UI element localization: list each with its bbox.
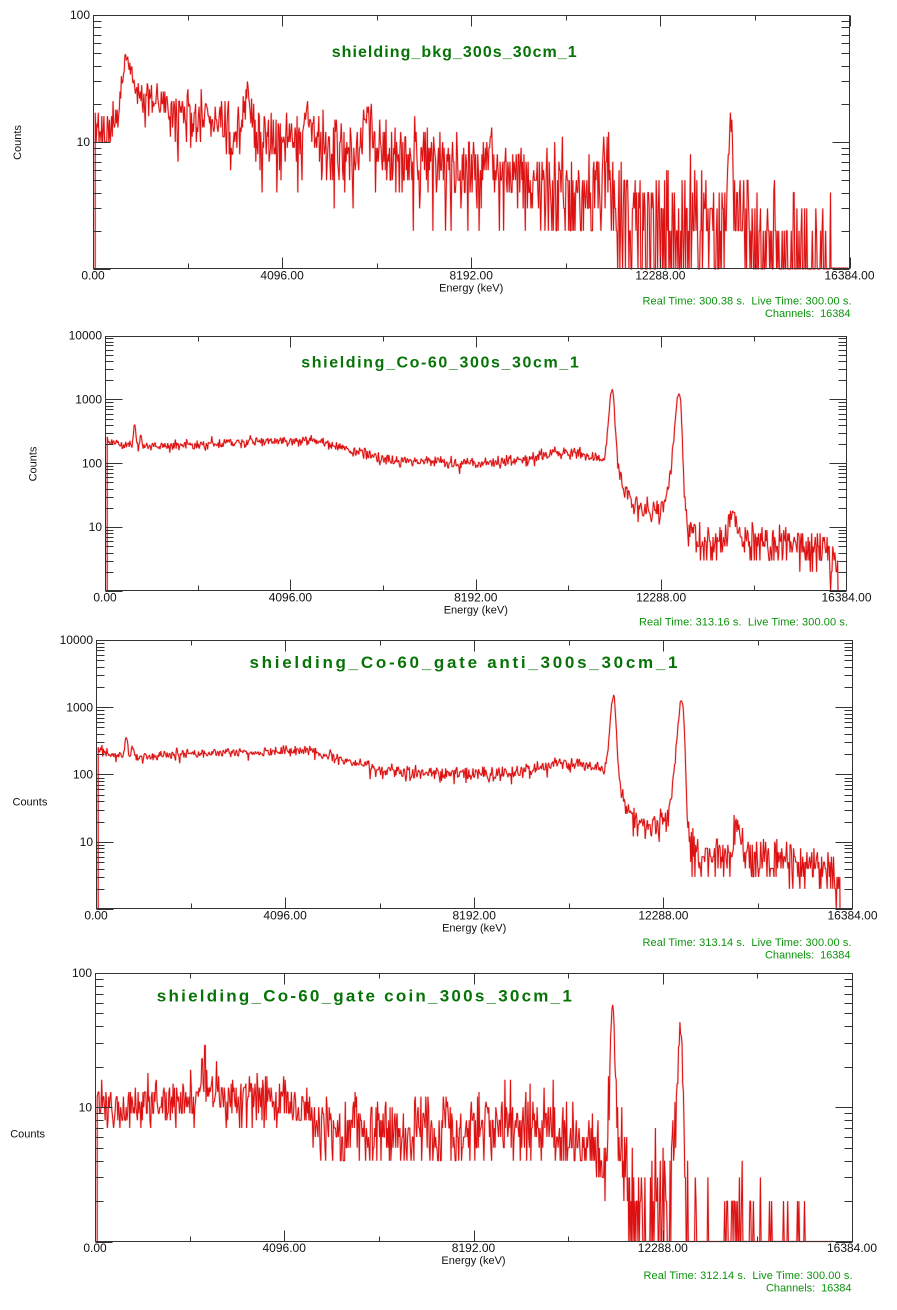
svg-text:16384.00: 16384.00 [827,909,877,923]
svg-text:Channels: 16384: Channels: 16384 [765,950,851,962]
svg-text:100: 100 [72,966,92,980]
svg-text:Counts: Counts [12,125,24,160]
svg-text:0.00: 0.00 [83,1241,107,1255]
svg-text:4096.00: 4096.00 [260,269,304,283]
svg-text:4096.00: 4096.00 [269,591,313,605]
svg-text:8192.00: 8192.00 [452,1241,496,1255]
svg-text:100: 100 [82,456,102,470]
svg-text:Counts: Counts [28,446,40,481]
svg-text:0.00: 0.00 [81,269,105,283]
svg-text:10: 10 [80,835,94,849]
svg-text:12288.00: 12288.00 [638,909,688,923]
svg-text:Channels: 16384: Channels: 16384 [766,1283,852,1295]
svg-text:16384.00: 16384.00 [821,591,871,605]
svg-text:shielding_Co-60_300s_30cm_1: shielding_Co-60_300s_30cm_1 [301,355,579,372]
svg-text:12288.00: 12288.00 [635,269,685,283]
svg-text:16384.00: 16384.00 [824,269,874,283]
svg-text:1000: 1000 [66,700,93,714]
svg-text:Counts: Counts [10,1129,45,1141]
svg-text:8192.00: 8192.00 [454,591,498,605]
svg-text:Energy (keV): Energy (keV) [444,604,508,616]
svg-text:16384.00: 16384.00 [827,1241,877,1255]
svg-text:1000: 1000 [75,393,102,407]
svg-text:10: 10 [79,1100,93,1114]
svg-text:Energy (keV): Energy (keV) [439,282,503,294]
svg-text:Real Time: 313.14 s. Live Tim: Real Time: 313.14 s. Live Time: 300.00 s… [643,937,852,949]
svg-text:Energy (keV): Energy (keV) [442,922,506,934]
svg-text:0.00: 0.00 [93,591,117,605]
svg-text:shielding_Co-60_gate anti_300s: shielding_Co-60_gate anti_300s_30cm_1 [250,653,678,672]
svg-text:10: 10 [89,520,103,534]
svg-text:100: 100 [70,8,90,22]
svg-text:12288.00: 12288.00 [636,591,686,605]
svg-text:0.00: 0.00 [84,909,108,923]
svg-text:10000: 10000 [60,633,94,647]
svg-text:Real Time: 300.38 s. Live Tim: Real Time: 300.38 s. Live Time: 300.00 s… [643,295,852,307]
svg-text:8192.00: 8192.00 [453,909,497,923]
svg-text:Real Time: 312.14 s. Live Tim: Real Time: 312.14 s. Live Time: 300.00 s… [644,1270,853,1282]
svg-text:4096.00: 4096.00 [263,909,307,923]
svg-text:Channels: 16384: Channels: 16384 [765,308,851,320]
svg-text:shielding_bkg_300s_30cm_1: shielding_bkg_300s_30cm_1 [332,44,577,61]
svg-text:10: 10 [77,135,91,149]
svg-text:12288.00: 12288.00 [638,1241,688,1255]
svg-text:Energy (keV): Energy (keV) [441,1255,505,1267]
svg-text:10000: 10000 [69,329,103,343]
svg-text:Real Time: 313.16 s. Live Tim: Real Time: 313.16 s. Live Time: 300.00 s… [639,617,848,629]
svg-text:8192.00: 8192.00 [450,269,494,283]
svg-text:Counts: Counts [13,797,48,809]
svg-text:4096.00: 4096.00 [263,1241,307,1255]
svg-text:100: 100 [73,768,93,782]
